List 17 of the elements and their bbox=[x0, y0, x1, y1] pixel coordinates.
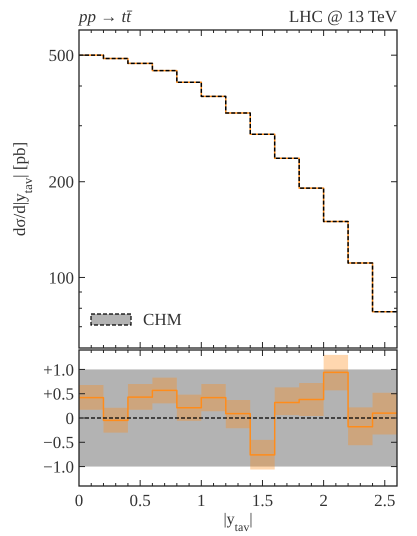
y-tick-label: +0.5 bbox=[43, 384, 74, 404]
y-tick-label: 200 bbox=[48, 172, 74, 192]
y-tick-label: 100 bbox=[48, 268, 74, 288]
legend-label: CHM bbox=[143, 310, 182, 329]
x-axis-title: |y$_{tav}$| bbox=[223, 511, 253, 534]
x-tick-label: 2 bbox=[319, 491, 328, 510]
x-tick-label: 1 bbox=[197, 491, 206, 510]
y-tick-label: +1.0 bbox=[43, 360, 74, 380]
chart-subtitle: LHC @ 13 TeV bbox=[288, 7, 398, 26]
x-tick-label: 1.5 bbox=[252, 491, 274, 510]
y-tick-label: 500 bbox=[48, 46, 74, 66]
x-tick-label: 0.5 bbox=[130, 491, 151, 510]
x-tick-label: 2.5 bbox=[374, 491, 396, 510]
y-tick-label: −1.0 bbox=[43, 458, 74, 477]
y-tick-label: −0.5 bbox=[43, 433, 74, 452]
y-tick-label: 0 bbox=[66, 408, 74, 428]
chart-title: pp → tt̄ bbox=[78, 7, 134, 26]
